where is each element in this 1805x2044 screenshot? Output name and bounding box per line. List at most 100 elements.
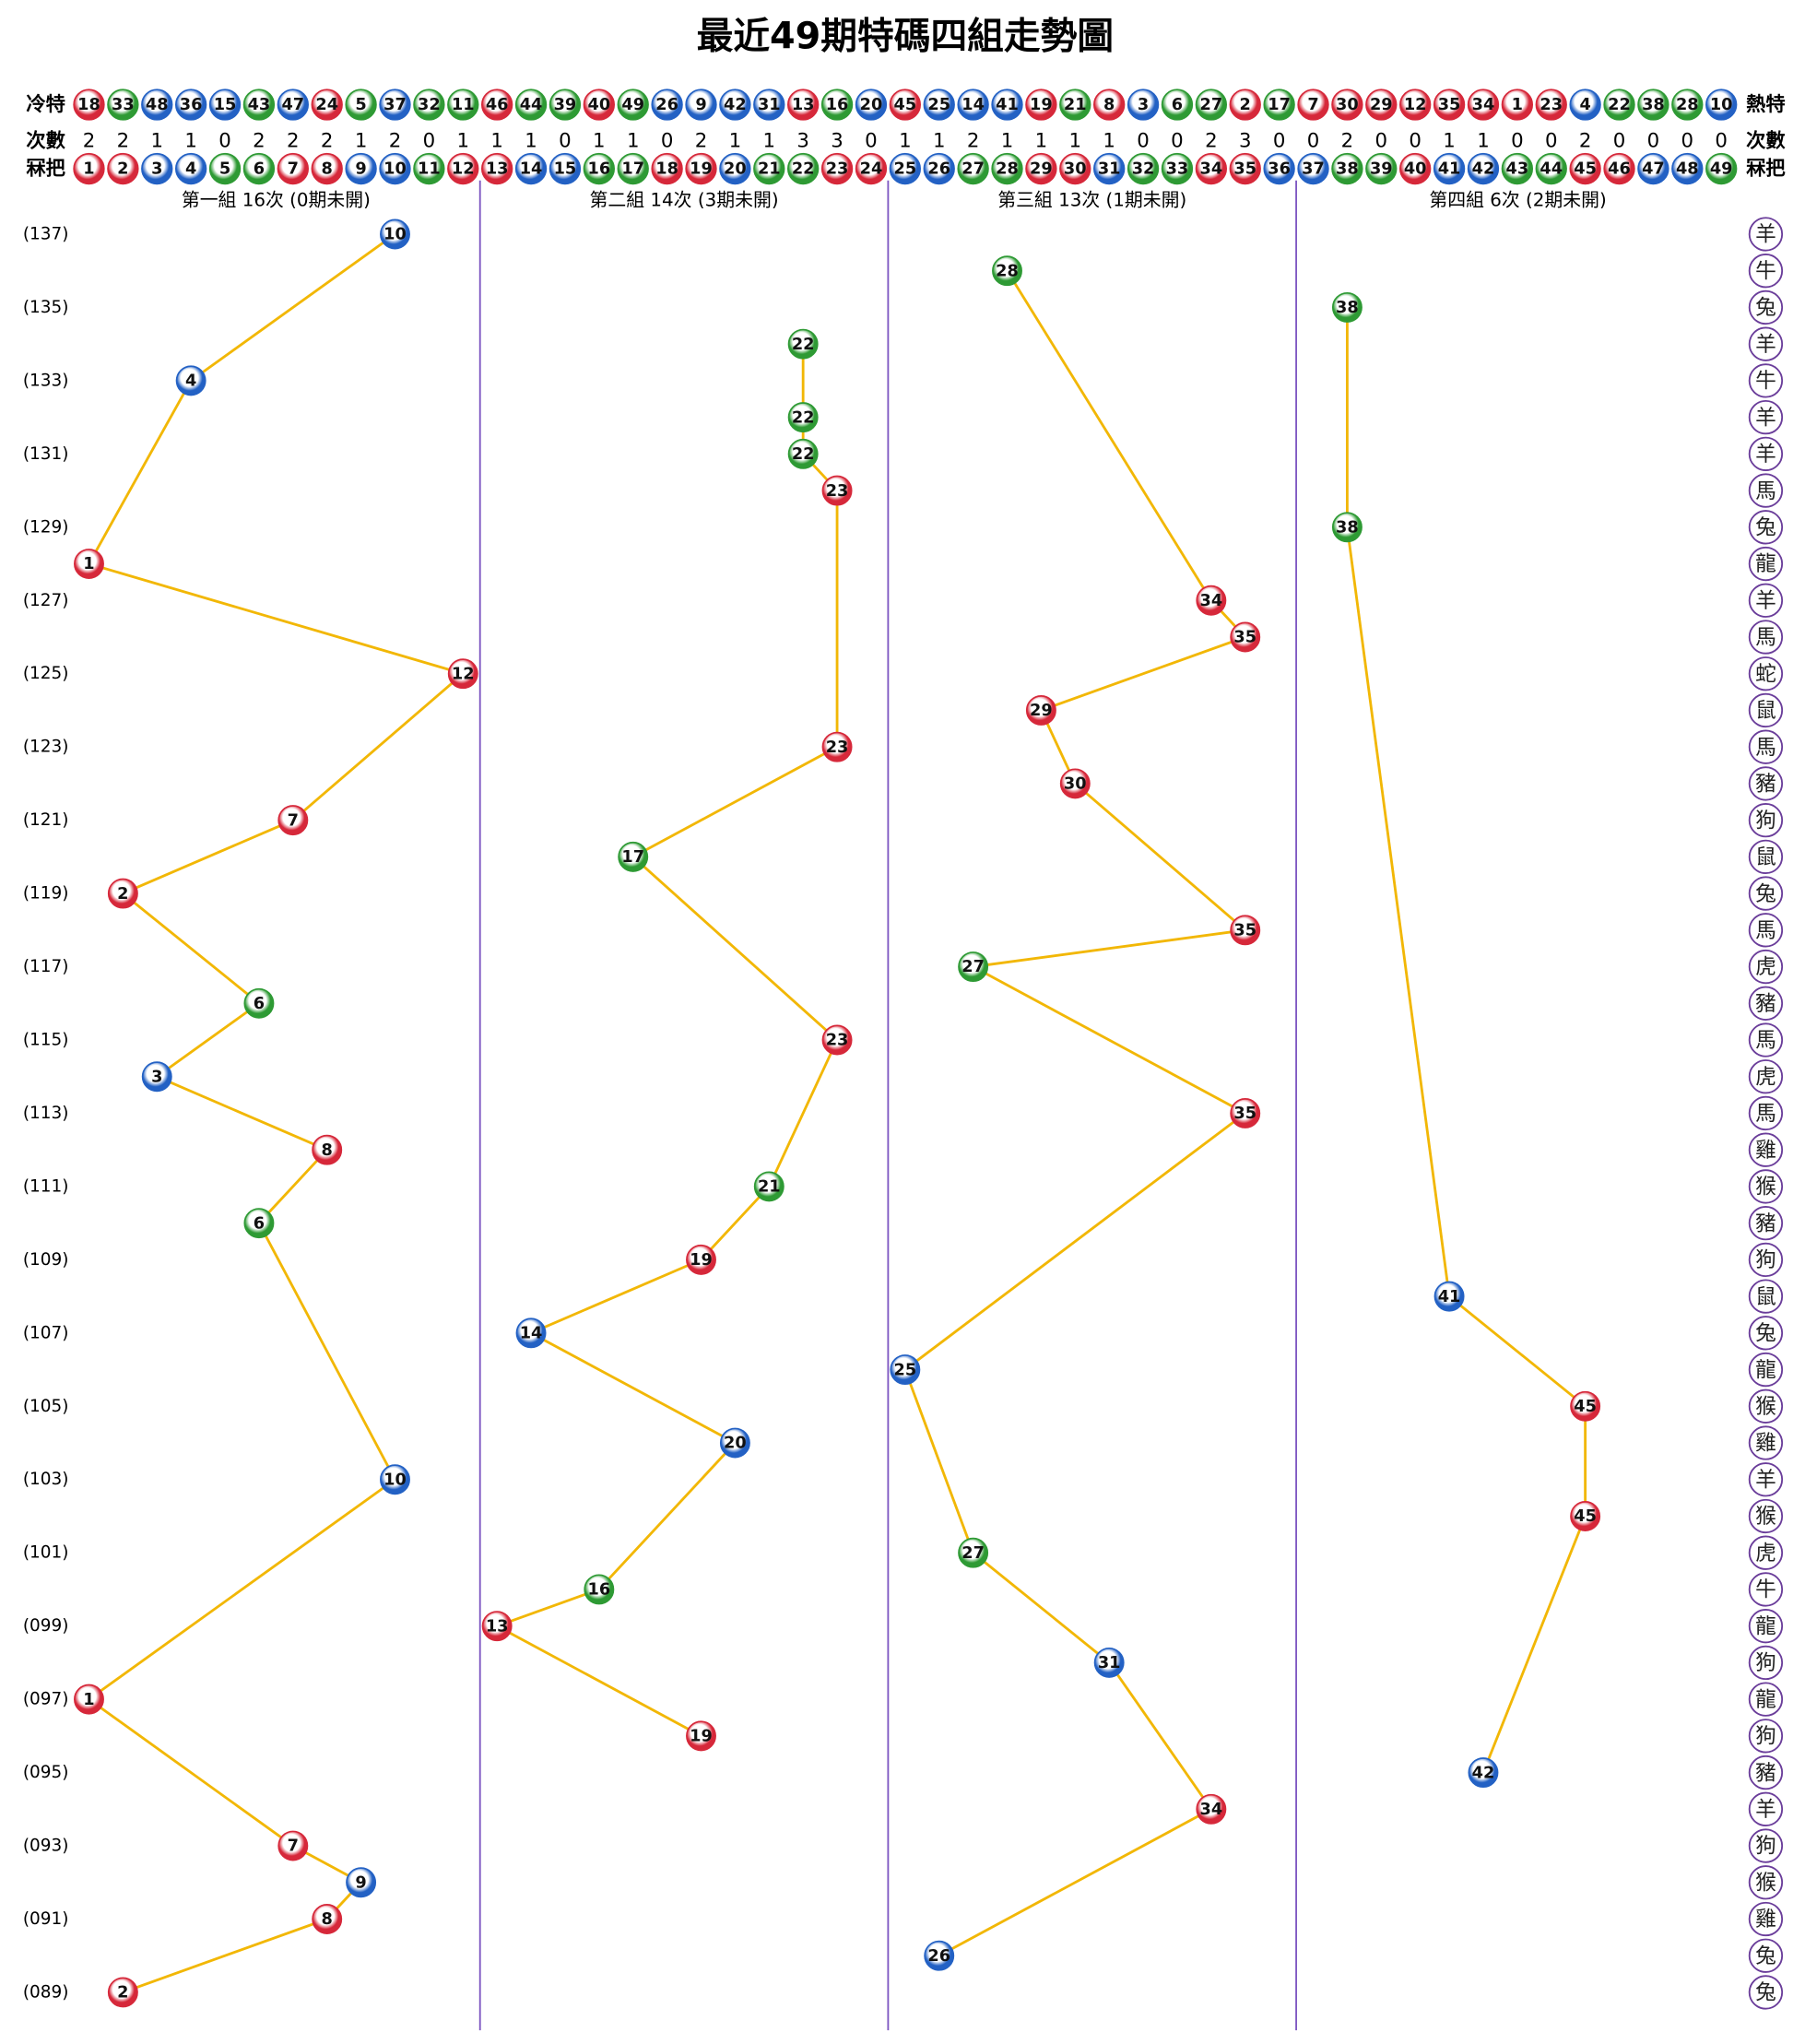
number-ball-label: 6 (254, 160, 265, 179)
cold-hot-ball (208, 89, 242, 121)
zodiac: 蛇 (1755, 662, 1776, 686)
zodiac-circle (1748, 839, 1784, 875)
draw-ball (958, 1537, 989, 1568)
trend-line (903, 1369, 974, 1554)
zodiac-circle (1748, 729, 1784, 764)
zodiac: 狗 (1755, 1835, 1776, 1859)
zodiac: 馬 (1755, 919, 1776, 943)
draw-ball (1059, 768, 1091, 799)
zodiac-circle (1748, 766, 1784, 801)
number-ball-label: 12 (452, 160, 475, 179)
number-ball (923, 152, 955, 185)
draw-ball-label: 6 (254, 1214, 265, 1233)
draw-ball-label: 35 (1233, 1105, 1256, 1123)
number-ball (1569, 152, 1601, 185)
number-ball (1365, 152, 1398, 185)
zodiac-circle (1748, 1609, 1784, 1644)
number-ball (413, 152, 445, 185)
zodiac: 羊 (1755, 589, 1776, 613)
trend-line (530, 1258, 702, 1335)
cold-hot-ball (311, 89, 343, 121)
cold-hot-ball-label: 17 (1268, 96, 1291, 114)
draw-ball-label: 34 (1200, 592, 1223, 610)
count: 2 (253, 130, 265, 153)
cold-hot-ball (1705, 89, 1738, 121)
draw-ball-label: 12 (452, 665, 475, 683)
cold-hot-ball (991, 89, 1023, 121)
draw-ball (821, 1024, 853, 1056)
trend-line (1006, 269, 1213, 602)
zodiac: 鼠 (1755, 1285, 1776, 1309)
number-ball-label: 37 (1302, 160, 1325, 179)
count: 2 (321, 130, 334, 153)
cold-hot-ball-label: 39 (554, 96, 577, 114)
number-ball-label: 32 (1132, 160, 1155, 179)
draw-ball-label: 35 (1233, 629, 1256, 647)
cold-hot-ball (1501, 89, 1534, 121)
number-ball-label: 26 (927, 160, 950, 179)
period-label: (117) (23, 957, 69, 976)
count: 0 (1715, 130, 1728, 153)
draw-ball-label: 27 (961, 958, 985, 976)
number-ball (1195, 152, 1228, 185)
cold-hot-ball-label: 43 (248, 96, 271, 114)
zodiac-circle (1748, 1242, 1784, 1278)
cold-hot-ball (1093, 89, 1126, 121)
group-header: 第一組 16次 (0期未開) (182, 190, 371, 211)
zodiac-circle (1748, 326, 1784, 361)
zodiac-circle (1748, 1462, 1784, 1497)
cold-hot-ball (1161, 89, 1194, 121)
draw-ball (1196, 585, 1227, 616)
number-ball (1399, 152, 1432, 185)
number-ball-label: 30 (1064, 160, 1087, 179)
cold-label: 冷特 (26, 92, 65, 116)
period-label: (093) (23, 1837, 69, 1856)
number-ball-label: 2 (117, 160, 128, 179)
zodiac-circle (1748, 473, 1784, 508)
draw-ball (787, 328, 819, 360)
draw-ball (1230, 1098, 1261, 1128)
draw-ball (1570, 1390, 1601, 1422)
cold-hot-ball (549, 89, 582, 121)
number-ball (787, 152, 820, 185)
cold-hot-ball-label: 5 (355, 96, 366, 114)
number-ball-label: 47 (1642, 160, 1665, 179)
number-ball-label: 48 (1676, 160, 1699, 179)
draw-ball-label: 30 (1064, 775, 1087, 794)
trend-line (496, 1625, 702, 1738)
cold-hot-ball-label: 25 (927, 96, 950, 114)
zodiac: 牛 (1755, 370, 1776, 394)
cold-hot-ball (141, 89, 173, 121)
zodiac: 兔 (1755, 882, 1776, 906)
period-label: (107) (23, 1323, 69, 1342)
cold-hot-ball (1399, 89, 1432, 121)
number-ball (1535, 152, 1567, 185)
draw-ball-label: 45 (1574, 1507, 1597, 1526)
draw-ball (924, 1940, 955, 1971)
number-ball (820, 152, 854, 185)
period-label: (103) (23, 1470, 69, 1489)
number-ball-label: 38 (1336, 160, 1359, 179)
zodiac-circle (1748, 1095, 1784, 1131)
cold-hot-ball-label: 13 (792, 96, 815, 114)
period-label: (115) (23, 1031, 69, 1050)
trend-line (88, 1697, 294, 1848)
cold-hot-ball (1297, 89, 1329, 121)
zodiac: 豬 (1755, 1211, 1776, 1235)
number-ball-label: 9 (355, 160, 366, 179)
zodiac-circle (1748, 1938, 1784, 1973)
zodiac-circle (1748, 510, 1784, 545)
cold-hot-ball (1433, 89, 1466, 121)
cold-hot-ball (719, 89, 751, 121)
count: 0 (1647, 130, 1660, 153)
number-ball-label: 45 (1574, 160, 1597, 179)
period-label: (109) (23, 1250, 69, 1270)
zodiac: 龍 (1755, 1358, 1776, 1382)
count-label: 次數 (26, 129, 65, 153)
count: 3 (831, 130, 844, 153)
trend-line (530, 1331, 737, 1445)
cold-hot-ball-label: 30 (1336, 96, 1359, 114)
zodiac: 虎 (1755, 1065, 1776, 1089)
draw-ball-label: 9 (355, 1873, 366, 1892)
